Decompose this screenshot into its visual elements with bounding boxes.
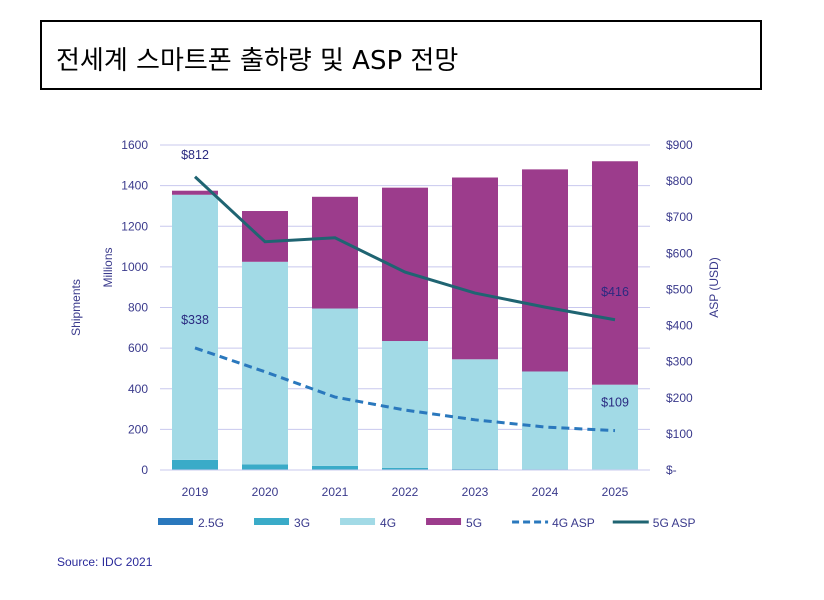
line-5g-asp <box>193 175 616 322</box>
source-note: Source: IDC 2021 <box>57 555 153 569</box>
y-tick-label: 400 <box>128 382 148 396</box>
chart-title: 전세계 스마트폰 출하량 및 ASP 전망 <box>56 46 459 76</box>
y2-tick-label: $300 <box>666 355 693 369</box>
y-tick-label: 1200 <box>121 219 148 233</box>
legend-swatch-4G <box>340 518 376 525</box>
data-label: $416 <box>601 285 629 299</box>
legend-label: 4G <box>380 516 396 530</box>
bar-5g-2024 <box>522 169 568 372</box>
x-tick-label: 2025 <box>602 485 629 499</box>
y2-tick-label: $500 <box>666 282 693 296</box>
bar-4g-2019 <box>172 194 218 460</box>
bar-4g-2023 <box>452 359 498 469</box>
bar-3g-2022 <box>382 467 428 470</box>
y2-tick-label: $200 <box>666 391 693 405</box>
bar-3g-2019 <box>172 459 218 470</box>
y-tick-label: 600 <box>128 341 148 355</box>
y-tick-label: 1600 <box>121 138 148 152</box>
y-tick-label: 200 <box>128 422 148 436</box>
legend-label: 4G ASP <box>552 516 595 530</box>
bar-4g-2021 <box>312 308 358 466</box>
legend-label: 5G ASP <box>653 516 696 530</box>
y2-tick-label: $900 <box>666 138 693 152</box>
bar-3g-2020 <box>242 464 288 470</box>
y2-tick-label: $400 <box>666 319 693 333</box>
bar-4g-2025 <box>592 384 638 470</box>
x-tick-label: 2023 <box>462 485 489 499</box>
bar-5g-2021 <box>312 196 358 309</box>
x-tick-label: 2019 <box>182 485 209 499</box>
bar-5g-2020 <box>242 211 288 262</box>
legend-label: 5G <box>466 516 482 530</box>
y-tick-label: 1000 <box>121 260 148 274</box>
y2-axis-label: ASP (USD) <box>707 257 721 317</box>
legend-swatch-3G <box>254 518 290 525</box>
y-tick-label: 800 <box>128 301 148 315</box>
bar-4g-2020 <box>242 261 288 465</box>
y-tick-label: 1400 <box>121 179 148 193</box>
legend-swatch-5G <box>426 518 462 525</box>
bar-5g-2023 <box>452 177 498 360</box>
legend-swatch-2.5G <box>158 518 193 525</box>
data-label: $338 <box>181 313 209 327</box>
y2-tick-label: $100 <box>666 427 693 441</box>
bar-4g-2024 <box>522 371 568 470</box>
y-tick-label: 0 <box>141 463 148 477</box>
x-tick-label: 2024 <box>532 485 559 499</box>
bar-3g-2023 <box>452 468 498 470</box>
x-tick-label: 2022 <box>392 485 419 499</box>
y-axis-unit: Millions <box>101 247 115 287</box>
x-tick-label: 2020 <box>252 485 279 499</box>
y2-tick-label: $600 <box>666 246 693 260</box>
legend-label: 2.5G <box>198 516 224 530</box>
data-label: $109 <box>601 396 629 410</box>
title-box: 전세계 스마트폰 출하량 및 ASP 전망 <box>40 20 762 90</box>
bar-4g-2022 <box>382 341 428 468</box>
y2-tick-label: $- <box>666 463 677 477</box>
bar-3g-2021 <box>312 465 358 470</box>
y2-tick-label: $700 <box>666 210 693 224</box>
bar-5g-2019 <box>172 190 218 195</box>
legend-label: 3G <box>294 516 310 530</box>
x-tick-label: 2021 <box>322 485 349 499</box>
y-axis-label: Shipments <box>69 279 83 336</box>
y2-tick-label: $800 <box>666 174 693 188</box>
data-label: $812 <box>181 148 209 162</box>
bar-5g-2025 <box>592 161 638 385</box>
